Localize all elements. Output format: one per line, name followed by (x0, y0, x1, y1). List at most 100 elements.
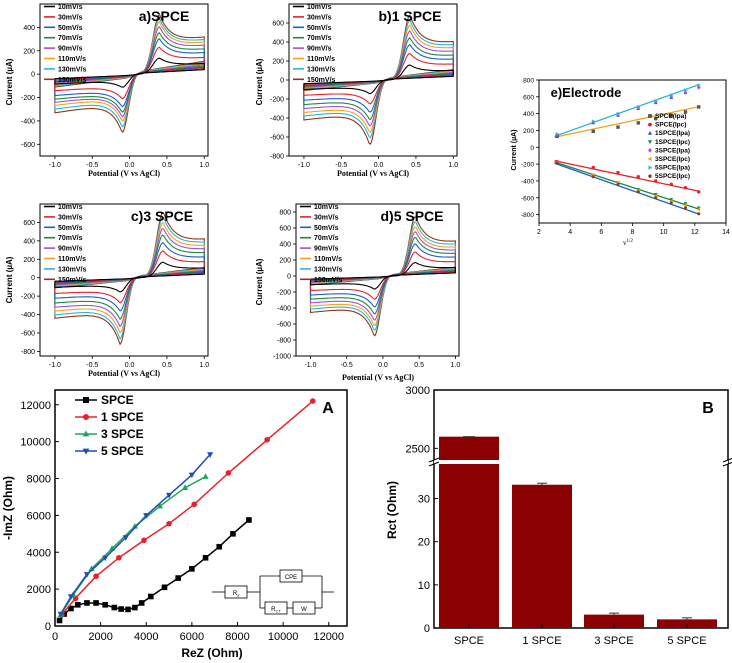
nyquist-point-SPCE (111, 604, 118, 611)
nyquist-point-5 SPCE (165, 492, 173, 499)
x-tick-label: -0.5 (86, 162, 98, 169)
data-point-1SPCE(Ipc) (669, 198, 674, 202)
nyquist-point-SPCE (125, 606, 131, 613)
bar-SPCE (439, 464, 499, 628)
y-tick-label: -800 (21, 349, 35, 356)
panel-d-ylabel: Current (µA) (255, 258, 264, 305)
y-tick-label: 30 (418, 494, 430, 506)
data-point-SPCE(Ipc) (683, 185, 688, 190)
cv-curve-10mV/s (309, 262, 456, 290)
y-tick-label: 600 (523, 94, 534, 101)
y-tick-label: 600 (272, 21, 284, 28)
nyquist-point-3 SPCE (131, 523, 138, 529)
cv-curve-10mV/s (54, 57, 205, 88)
legend-label: SPCE(Ipc) (655, 122, 686, 129)
y-tick-label: 800 (523, 78, 534, 85)
data-point-1SPCE(Ipc) (696, 206, 701, 210)
nyquist-point-SPCE (202, 554, 209, 561)
legend-label: 150mV/s (307, 77, 336, 84)
panel-A: 0 2000 4000 6000 8000 10000 12000 0 2000 4000 6000… (1, 389, 348, 660)
x-tick-label: 3 SPCE (594, 635, 633, 647)
legend-label: 3 SPCE (101, 427, 144, 441)
nyquist-point-1 SPCE (191, 501, 197, 508)
circuit-label-rct: RCT (271, 607, 281, 614)
x-tick-label: 10 (660, 229, 668, 236)
legend-label: 50mV/s (314, 225, 339, 232)
nyquist-point-SPCE (189, 566, 195, 572)
data-point-1SPCE(Ipc) (653, 193, 658, 197)
circuit-label-cpe: CPE (285, 575, 297, 581)
x-tick-label: 1.0 (199, 162, 209, 169)
y-tick-label: -400 (21, 118, 35, 125)
nyquist-point-5 SPCE (83, 572, 91, 578)
nyquist-point-SPCE (102, 601, 108, 608)
x-tick-label: 1.0 (451, 362, 461, 369)
x-tick-label: 0.0 (125, 362, 135, 369)
panel-a-plot (54, 13, 205, 134)
panel-e-title: e)Electrode (551, 85, 622, 100)
panel-a-title: a)SPCE (139, 8, 190, 24)
x-tick-label: 0.0 (125, 162, 135, 169)
y-tick-label: 200 (23, 257, 35, 264)
legend-label: 50mV/s (58, 225, 83, 232)
data-point-5SPCE(Ipc) (616, 182, 620, 187)
panel-B-frame (433, 389, 729, 629)
data-point-5SPCE(Ipc) (669, 201, 673, 205)
legend-label: 10mV/s (307, 4, 332, 11)
data-point-SPCE(Ipa) (616, 125, 620, 129)
y-tick-label: 400 (23, 238, 35, 245)
cv-curve-10mV/s (54, 261, 205, 293)
x-tick-label: 5 SPCE (667, 635, 706, 647)
panel-d-frame (295, 203, 460, 357)
nyquist-point-1 SPCE (225, 470, 232, 476)
bar-3 SPCE (584, 614, 644, 628)
x-tick-label: 12000 (313, 631, 344, 643)
nyquist-line-1 SPCE (61, 400, 314, 616)
nyquist-point-3 SPCE (181, 484, 189, 490)
panel-c-title: c)3 SPCE (131, 208, 193, 224)
y-tick-label: -200 (277, 290, 291, 297)
y-tick-label: -800 (277, 338, 291, 345)
circuit-label-w: W (301, 607, 307, 613)
bar-1 SPCE (512, 484, 572, 628)
panel-d: -1.0 -0.5 0.0 0.5 1.0 -1000 -800 -600 -400 -200 0 2… (255, 203, 461, 382)
legend-label: 10mV/s (314, 204, 339, 211)
panel-a-frame (39, 3, 209, 157)
panel-d-xlabel: Potential (V vs AgCl) (342, 373, 414, 382)
legend-marker (648, 165, 653, 170)
panel-e-ylabel: Current (µA) (511, 130, 518, 171)
x-tick-label: 0.5 (411, 162, 421, 169)
legend-label: 70mV/s (307, 35, 332, 42)
legend-label: 30mV/s (307, 14, 332, 21)
y-tick-label: -400 (521, 178, 534, 185)
panel-B-plot (428, 436, 732, 628)
y-tick-label: 10 (418, 580, 430, 592)
legend-marker (83, 414, 89, 420)
x-tick-label: 12 (691, 229, 699, 236)
panel-a: -1.0 -0.5 0.0 0.5 1.0 -600 -400 -200 0 200 400 a)S… (5, 3, 209, 178)
y-tick-label: 12000 (20, 400, 51, 412)
y-tick-label: -200 (21, 95, 35, 102)
legend-label: 30mV/s (58, 214, 83, 221)
x-tick-label: 14 (722, 229, 730, 236)
fit-line (554, 84, 699, 137)
nyquist-point-1 SPCE (166, 520, 172, 527)
nyquist-point-5 SPCE (188, 472, 195, 479)
circuit-label-sub: s (237, 593, 239, 598)
nyquist-point-5 SPCE (102, 555, 109, 562)
panel-A-ylabel: -ImZ (Ohm) (1, 476, 15, 540)
nyquist-point-SPCE (161, 584, 168, 591)
legend-label: 10mV/s (58, 204, 83, 211)
data-point-SPCE(Ipc) (654, 179, 658, 183)
data-point-SPCE(Ipc) (636, 175, 640, 179)
data-point-1SPCE(Ipc) (683, 202, 688, 206)
legend-label: 110mV/s (314, 256, 342, 263)
legend-label: 110mV/s (307, 56, 335, 63)
y-tick-label: 3000 (406, 385, 430, 397)
nyquist-point-SPCE (246, 517, 252, 523)
panel-c-legend: 10mV/s 30mV/s 50mV/s 70mV/s 90mV/s 110mV/s 130… (44, 204, 87, 284)
legend-label: 130mV/s (314, 266, 343, 273)
x-tick-label: 2 (537, 229, 541, 236)
data-point-SPCE(Ipa) (697, 105, 701, 109)
